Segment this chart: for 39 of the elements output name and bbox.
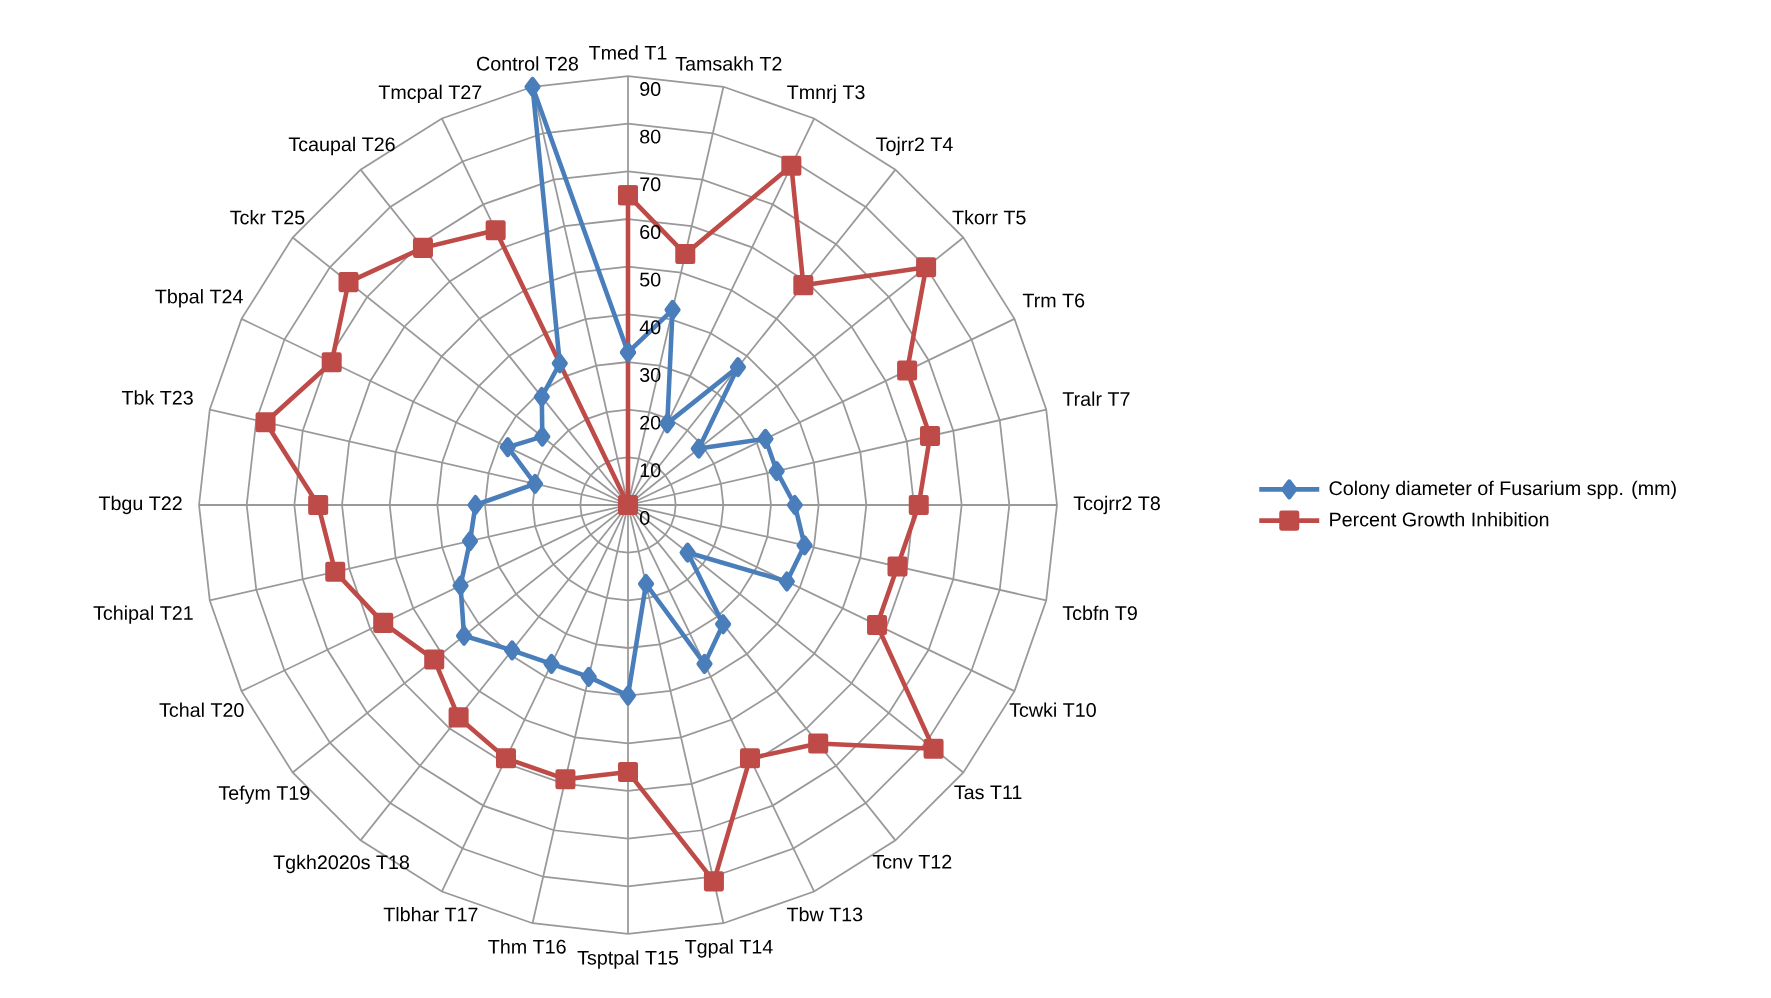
legend-label: Percent Growth Inhibition <box>1330 512 1549 527</box>
y-tick-label: 90 <box>640 82 661 96</box>
spoke-label: Tcaupal T26 <box>288 136 395 156</box>
spoke-label: Tralr T7 <box>1062 391 1130 406</box>
y-tick-label: 70 <box>640 177 661 192</box>
spoke-label: Tsptpal T15 <box>577 950 679 969</box>
spoke-label: Tcwki T10 <box>1009 702 1096 717</box>
spoke-label: Tchipal T21 <box>93 605 193 624</box>
spoke-label: Tefym T19 <box>218 785 310 804</box>
spoke-label: Tckr T25 <box>230 210 305 225</box>
spoke-label: Thm T16 <box>488 939 566 954</box>
spoke-label: Tgpal T14 <box>685 939 773 958</box>
y-tick-label: 60 <box>640 225 661 239</box>
y-tick-label: 10 <box>640 463 661 478</box>
spoke-label: Tgkh2020s T18 <box>273 854 409 874</box>
y-tick-label: 0 <box>640 510 650 525</box>
y-tick-label: 30 <box>640 368 661 382</box>
spoke-label: Trm T6 <box>1022 293 1085 308</box>
spoke-label: Tojrr2 T4 <box>876 136 953 156</box>
spoke-label: Tamsakh T2 <box>675 56 782 71</box>
spoke-label: Tcbfn T9 <box>1062 605 1137 621</box>
spoke-label: Tkorr T5 <box>952 210 1026 225</box>
spoke-label: Tcnv T12 <box>872 854 952 869</box>
spoke-label: Tbpal T24 <box>155 289 243 308</box>
spoke-label: Tmed T1 <box>589 45 667 60</box>
spoke-label: Tlbhar T17 <box>383 906 478 922</box>
spoke-label: Tmnrj T3 <box>787 84 865 104</box>
spoke-label: Tchal T20 <box>159 702 244 717</box>
spoke-label: Tas T11 <box>954 785 1022 800</box>
spoke-label: Control T28 <box>477 56 578 71</box>
spoke-label: Tmcpal T27 <box>378 84 482 104</box>
spoke-label: Tbk T23 <box>121 390 193 405</box>
y-tick-label: 20 <box>640 415 661 430</box>
legend-label: Colony diameter of Fusarium spp. (mm) <box>1329 480 1676 500</box>
y-tick-label: 50 <box>640 272 661 287</box>
y-tick-label: 80 <box>640 129 661 144</box>
spoke-label: Tbw T13 <box>786 906 863 922</box>
spoke-label: Tcojrr2 T8 <box>1073 495 1160 515</box>
spoke-label: Tbgu T22 <box>98 495 182 515</box>
